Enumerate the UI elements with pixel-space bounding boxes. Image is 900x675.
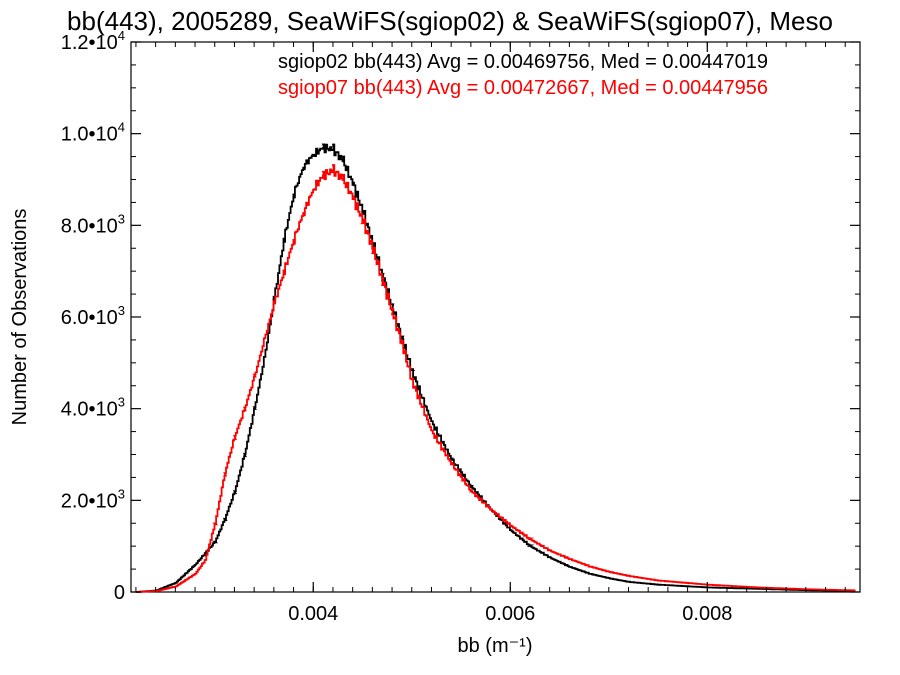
y-tick-label: 0 (114, 582, 125, 604)
x-tick-label: 0.008 (682, 603, 732, 625)
y-axis-label: Number of Observations (9, 209, 31, 426)
plot-area: 0.004 0.006 0.008 0 2.0•103 4.0•103 6.0•103 8.0… (61, 28, 861, 625)
annotations: sgiop02 bb(443) Avg = 0.00469756, Med = … (278, 51, 768, 99)
y-tick-label: 2.0•103 (61, 486, 125, 512)
x-tick-label: 0.004 (288, 603, 338, 625)
x-axis-label: bb (m⁻¹) (458, 635, 533, 657)
axis-ticks: 0.004 0.006 0.008 0 2.0•103 4.0•103 6.0•103 8.0… (61, 28, 860, 625)
series-line-sgiop02 (135, 143, 856, 593)
plot-frame (130, 41, 861, 593)
y-tick-label: 1.2•104 (61, 28, 125, 54)
annotation-sgiop02: sgiop02 bb(443) Avg = 0.00469756, Med = … (278, 51, 768, 73)
y-tick-label: 4.0•103 (61, 395, 125, 421)
annotation-sgiop07: sgiop07 bb(443) Avg = 0.00472667, Med = … (278, 77, 768, 99)
x-tick-label: 0.006 (485, 603, 535, 625)
y-tick-label: 6.0•103 (61, 303, 125, 329)
y-tick-label: 1.0•104 (61, 120, 125, 146)
chart-title: bb(443), 2005289, SeaWiFS(sgiop02) & Sea… (67, 6, 833, 36)
y-tick-label: 8.0•103 (61, 211, 125, 237)
series-line-sgiop07 (135, 164, 856, 593)
series-layer (135, 143, 856, 593)
